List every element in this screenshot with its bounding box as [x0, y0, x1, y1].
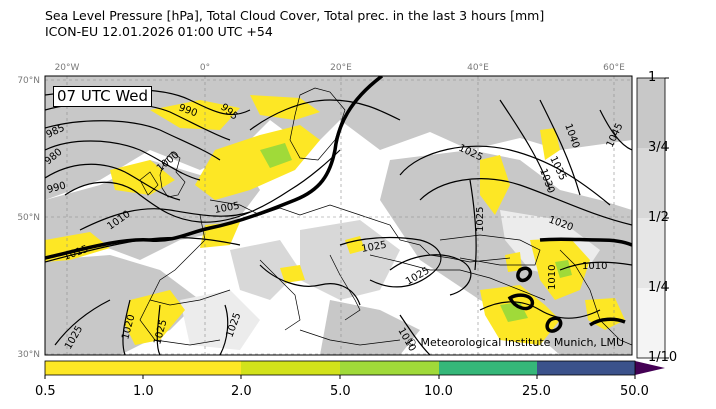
- tcc-label: 1/2: [648, 210, 669, 225]
- tcc-segment-three-quarter: [637, 148, 665, 218]
- lat-tick-label: 30°N: [17, 350, 40, 360]
- lat-tick-label: 50°N: [17, 213, 40, 223]
- precip-segment: [537, 361, 635, 375]
- valid-time-label: 07 UTC Wed: [53, 86, 153, 107]
- tcc-label: 1: [648, 70, 657, 85]
- tcc-segment-quarter: [637, 288, 665, 358]
- lon-tick-label: 60°E: [603, 63, 625, 73]
- precip-label: 10.0: [424, 384, 453, 399]
- lat-tick-label: 70°N: [17, 76, 40, 86]
- precip-segment: [340, 361, 439, 375]
- lon-tick-label: 20°W: [55, 63, 80, 73]
- isobar-label: 1010: [547, 265, 558, 290]
- precip-segment: [439, 361, 537, 375]
- isobar-label: 1005: [214, 201, 241, 216]
- isobar-label: 1010: [582, 261, 607, 272]
- precipitation-colorbar: [44, 360, 665, 379]
- longitude-ticks: 20°W 0° 20°E 40°E 60°E: [55, 63, 626, 73]
- credit-text: © Meteorological Institute Munich, LMU: [406, 336, 625, 349]
- precip-label: 0.5: [35, 384, 56, 399]
- lon-tick-label: 20°E: [330, 63, 352, 73]
- chart-title: Sea Level Pressure [hPa], Total Cloud Co…: [45, 8, 545, 23]
- cloud-cover-colorbar: [636, 77, 669, 359]
- tcc-segment-full: [637, 78, 665, 148]
- precip-segment: [143, 361, 241, 375]
- precip-extend-arrow: [635, 361, 665, 375]
- precip-label: 2.0: [231, 384, 252, 399]
- tcc-segment-half: [637, 218, 665, 288]
- precip-segment: [241, 361, 340, 375]
- isobars: [45, 88, 632, 355]
- lon-tick-label: 40°E: [467, 63, 489, 73]
- bold-isobar: [45, 76, 632, 333]
- precipitation-field: [45, 95, 625, 345]
- tcc-label: 1/4: [648, 280, 669, 295]
- precip-segment: [45, 361, 143, 375]
- map-frame: [44, 75, 633, 356]
- precip-label: 5.0: [330, 384, 351, 399]
- lon-tick-label: 0°: [200, 63, 210, 73]
- latitude-ticks: 70°N 50°N 30°N: [17, 76, 40, 360]
- precip-label: 25.0: [522, 384, 551, 399]
- tcc-label: 1/10: [648, 350, 678, 365]
- tcc-label: 3/4: [648, 140, 669, 155]
- precip-label: 50.0: [620, 384, 649, 399]
- precip-label: 1.0: [133, 384, 154, 399]
- map-layers: 990 995 985 980 990 1000 1005 1010 1015 …: [45, 76, 632, 355]
- isobar-label: 990: [46, 180, 67, 196]
- isobar-label: 1025: [361, 240, 388, 255]
- isobar-label: 1025: [475, 207, 486, 232]
- model-run-subtitle: ICON-EU 12.01.2026 01:00 UTC +54: [45, 24, 273, 39]
- coastlines: [139, 87, 632, 346]
